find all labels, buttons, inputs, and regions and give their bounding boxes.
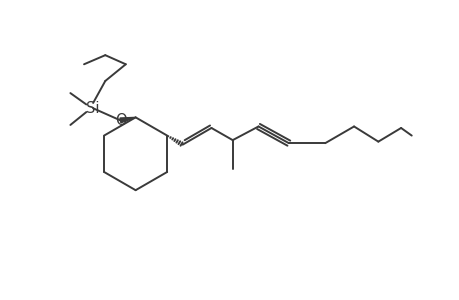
Text: O: O xyxy=(114,113,126,128)
Text: Si: Si xyxy=(86,101,100,116)
Polygon shape xyxy=(120,117,135,123)
